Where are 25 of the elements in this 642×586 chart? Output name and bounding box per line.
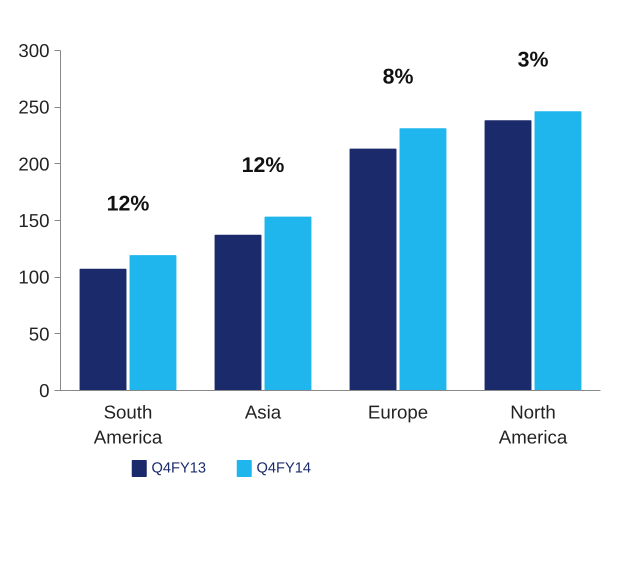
y-tick-label: 300 <box>18 40 50 61</box>
x-tick-label: North America <box>498 402 568 448</box>
x-tick-label: Europe <box>368 402 428 422</box>
legend-label: Q4FY14 <box>256 460 312 476</box>
bar <box>534 111 582 390</box>
bar <box>130 255 176 390</box>
x-tick-label: Asia <box>244 402 282 422</box>
annotation: 8% <box>382 64 414 89</box>
y-tick-label: 0 <box>39 380 50 401</box>
bar <box>80 268 126 390</box>
y-tick-label: 200 <box>18 153 50 174</box>
y-tick-label: 100 <box>18 266 50 288</box>
bar <box>400 128 446 390</box>
annotation: 12% <box>106 192 150 216</box>
x-tick-label: South America <box>94 402 163 448</box>
bar <box>484 120 532 390</box>
legend-label: Q4FY13 <box>152 460 206 476</box>
annotation: 3% <box>518 48 548 72</box>
y-tick-label: 250 <box>18 96 50 118</box>
bar <box>214 234 262 390</box>
y-tick-label: 150 <box>18 210 50 231</box>
y-tick-label: 50 <box>28 323 50 344</box>
annotation: 12% <box>242 153 284 178</box>
bar <box>264 216 312 390</box>
bar <box>350 148 396 390</box>
